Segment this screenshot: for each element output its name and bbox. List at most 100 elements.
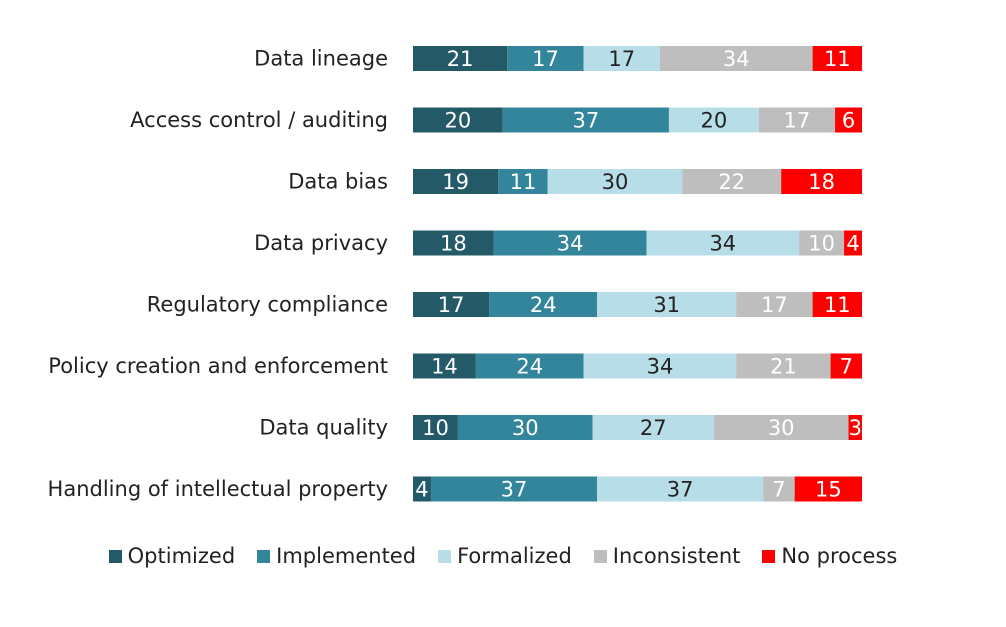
data-label-optimized: 4 xyxy=(415,478,428,502)
bar-segment-formalized xyxy=(597,292,737,317)
category-label: Data bias xyxy=(288,170,388,194)
data-label-optimized: 14 xyxy=(431,355,458,379)
bar-segment-inconsistent xyxy=(736,353,831,379)
legend-swatch xyxy=(762,549,776,563)
bar-segment-no-process xyxy=(848,415,862,440)
bar-segment-formalized xyxy=(668,107,759,133)
bar-segment-implemented xyxy=(475,353,584,379)
data-label-no-process: 4 xyxy=(846,232,859,256)
bar-segment-inconsistent xyxy=(659,46,813,71)
data-label-inconsistent: 30 xyxy=(768,416,795,440)
legend-item-inconsistent: Inconsistent xyxy=(593,544,741,568)
legend-swatch xyxy=(108,549,122,563)
bar-segment-optimized xyxy=(413,292,490,317)
data-label-formalized: 37 xyxy=(667,478,694,502)
data-label-optimized: 17 xyxy=(438,293,465,317)
bar-segment-optimized xyxy=(413,353,476,379)
bar-segment-no-process xyxy=(812,292,862,317)
bar-segment-implemented xyxy=(502,107,669,133)
data-label-implemented: 11 xyxy=(510,170,537,194)
bar-segment-no-process xyxy=(812,46,862,71)
bar-segment-formalized xyxy=(583,353,737,379)
bar-segment-no-process xyxy=(830,353,862,379)
legend-item-formalized: Formalized xyxy=(438,544,572,568)
legend-label: No process xyxy=(781,544,898,568)
bar-segment-no-process xyxy=(794,476,862,502)
legend: Optimized Implemented Formalized Inconsiste… xyxy=(0,544,1006,568)
category-label: Data quality xyxy=(259,416,388,440)
data-label-no-process: 3 xyxy=(849,416,862,440)
bar-segment-inconsistent xyxy=(763,476,795,502)
data-label-inconsistent: 22 xyxy=(718,170,745,194)
data-label-formalized: 20 xyxy=(700,109,727,133)
data-label-formalized: 31 xyxy=(653,293,680,317)
bar-segment-optimized xyxy=(413,476,431,502)
data-label-implemented: 30 xyxy=(512,416,539,440)
bar-segment-no-process xyxy=(781,169,862,194)
category-label: Policy creation and enforcement xyxy=(48,354,388,378)
data-label-formalized: 34 xyxy=(709,232,736,256)
data-label-formalized: 34 xyxy=(647,355,674,379)
data-label-inconsistent: 17 xyxy=(784,109,811,133)
bar-segment-implemented xyxy=(457,415,593,440)
data-label-formalized: 17 xyxy=(608,47,635,71)
data-label-implemented: 17 xyxy=(532,47,559,71)
data-label-no-process: 18 xyxy=(808,170,835,194)
data-label-no-process: 15 xyxy=(815,478,842,502)
bar-segment-optimized xyxy=(413,230,494,256)
legend-swatch xyxy=(593,549,607,563)
bar-segment-implemented xyxy=(430,476,598,502)
bar-segment-optimized xyxy=(413,46,508,71)
bar-row-data-lineage: Data lineage 21 17 17 34 11 xyxy=(254,46,862,71)
data-label-optimized: 19 xyxy=(442,170,469,194)
data-label-no-process: 11 xyxy=(824,47,851,71)
bar-row-regulatory-compliance: Regulatory compliance 17 24 31 17 11 xyxy=(147,292,862,317)
category-label: Handling of intellectual property xyxy=(48,477,388,501)
bar-segment-formalized xyxy=(597,476,764,502)
bar-row-data-bias: Data bias 19 11 30 22 18 xyxy=(288,169,862,194)
category-label: Data lineage xyxy=(254,47,388,71)
data-label-inconsistent: 17 xyxy=(761,293,788,317)
bar-row-data-quality: Data quality 10 30 27 30 3 xyxy=(259,415,862,440)
data-label-optimized: 20 xyxy=(445,109,472,133)
legend-label: Inconsistent xyxy=(612,544,741,568)
data-label-inconsistent: 7 xyxy=(772,478,785,502)
data-label-optimized: 10 xyxy=(422,416,449,440)
category-label: Access control / auditing xyxy=(130,108,388,132)
data-label-implemented: 34 xyxy=(557,232,584,256)
legend-label: Implemented xyxy=(276,544,417,568)
data-label-implemented: 37 xyxy=(501,478,528,502)
data-label-formalized: 30 xyxy=(602,170,629,194)
legend-label: Optimized xyxy=(127,544,236,568)
legend-label: Formalized xyxy=(457,544,572,568)
data-label-inconsistent: 10 xyxy=(808,232,835,256)
bar-segment-formalized xyxy=(583,46,660,71)
data-label-optimized: 18 xyxy=(440,232,467,256)
bar-row-handling-of-intellectual-property: Handling of intellectual property 4 37 37 7 1… xyxy=(48,476,862,502)
bar-segment-implemented xyxy=(507,46,584,71)
bar-row-policy-creation-and-enforcement: Policy creation and enforcement 14 24 34 21 7 xyxy=(48,353,862,379)
data-label-no-process: 6 xyxy=(842,109,855,133)
legend-swatch xyxy=(257,549,271,563)
data-label-inconsistent: 34 xyxy=(723,47,750,71)
data-label-implemented: 24 xyxy=(530,293,557,317)
data-label-no-process: 7 xyxy=(840,355,853,379)
legend-swatch xyxy=(438,549,452,563)
bar-segment-inconsistent xyxy=(758,107,836,133)
category-label: Data privacy xyxy=(254,231,388,255)
data-label-formalized: 27 xyxy=(640,416,667,440)
category-label: Regulatory compliance xyxy=(147,293,388,317)
data-label-implemented: 24 xyxy=(516,355,543,379)
bar-segment-inconsistent xyxy=(682,169,782,194)
data-label-inconsistent: 21 xyxy=(770,355,797,379)
data-label-optimized: 21 xyxy=(447,47,474,71)
data-label-implemented: 37 xyxy=(572,109,599,133)
bar-row-access-control-auditing: Access control / auditing 20 37 20 17 6 xyxy=(130,107,862,133)
bar-segment-implemented xyxy=(489,292,598,317)
bar-segment-no-process xyxy=(835,107,862,133)
bar-segment-optimized xyxy=(413,107,503,133)
bar-segment-inconsistent xyxy=(713,415,849,440)
bar-row-data-privacy: Data privacy 18 34 34 10 4 xyxy=(254,230,862,256)
legend-item-optimized: Optimized xyxy=(108,544,236,568)
